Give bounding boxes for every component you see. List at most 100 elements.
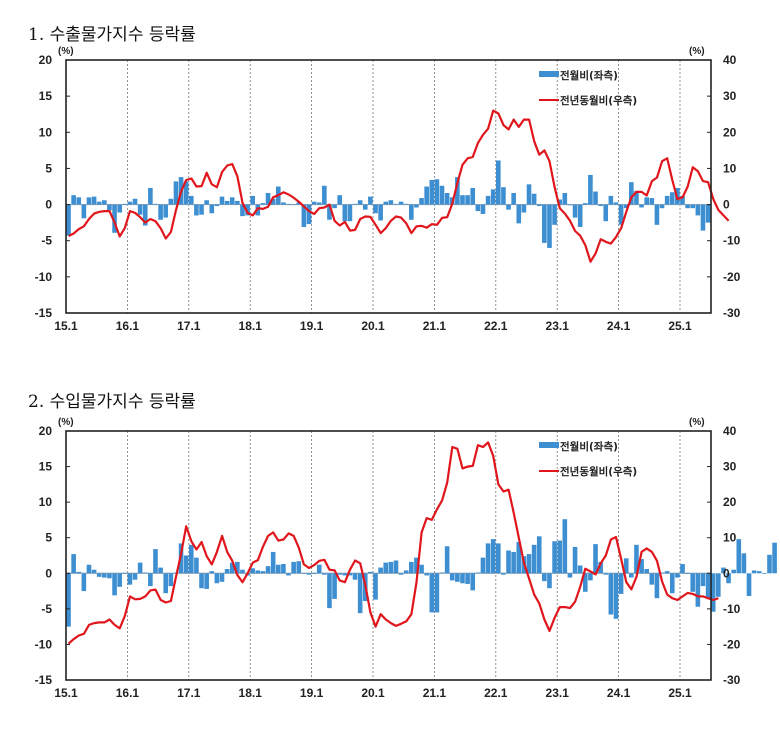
bar-mom	[659, 204, 665, 209]
legend-bar-swatch	[539, 442, 559, 448]
bar-mom	[322, 573, 327, 575]
legend-label-mom: 전월비(좌측)	[560, 69, 618, 82]
x-tick-label: 23.1	[546, 319, 570, 333]
bar-mom	[455, 177, 460, 205]
bar-mom	[654, 204, 660, 225]
bar-mom	[148, 573, 153, 587]
x-tick-label: 16.1	[116, 319, 140, 333]
bar-mom	[516, 204, 522, 224]
bar-mom	[112, 204, 117, 233]
bar-mom	[388, 200, 394, 205]
bar-mom	[316, 202, 322, 205]
bar-mom	[229, 197, 235, 205]
bar-mom	[265, 566, 271, 574]
x-tick-label: 18.1	[239, 319, 263, 333]
bar-mom	[685, 573, 690, 574]
bar-mom	[327, 204, 332, 220]
left-tick-label: 5	[45, 161, 52, 175]
bar-mom	[577, 204, 583, 227]
bar-mom	[552, 204, 557, 225]
bar-mom	[153, 203, 158, 205]
bar-mom	[240, 204, 245, 217]
bar-mom	[465, 573, 470, 584]
bar-mom	[219, 196, 225, 205]
bar-mom	[403, 203, 409, 205]
bar-mom	[368, 196, 373, 205]
right-tick-label: 10	[723, 161, 737, 175]
bar-mom	[189, 544, 194, 574]
legend-label-yoy: 전년동월비(우측)	[560, 94, 637, 107]
line-yoy	[67, 441, 719, 645]
bar-mom	[547, 573, 552, 589]
right-tick-label: -20	[723, 270, 741, 284]
bar-mom	[588, 174, 593, 205]
bar-mom	[490, 539, 496, 574]
bar-mom	[675, 573, 680, 578]
bar-mom	[562, 193, 568, 205]
bar-mom	[429, 573, 435, 613]
bar-mom	[322, 185, 327, 205]
bar-mom	[122, 573, 128, 574]
bar-mom	[357, 573, 363, 614]
bar-mom	[265, 193, 271, 205]
bar-mom	[142, 204, 148, 226]
bar-mom	[219, 573, 225, 582]
bar-mom	[567, 204, 573, 206]
bar-mom	[531, 544, 537, 574]
bar-mom	[71, 554, 76, 574]
bar-mom	[444, 546, 450, 574]
plot-frame	[65, 430, 712, 681]
bar-mom	[664, 195, 670, 205]
bar-mom	[378, 567, 383, 574]
bar-mom	[137, 562, 143, 574]
right-tick-label: 20	[723, 125, 737, 139]
left-tick-label: -15	[35, 673, 53, 687]
bar-mom	[536, 536, 542, 574]
bar-mom	[102, 200, 107, 205]
bar-mom	[480, 557, 486, 574]
bar-mom	[680, 195, 685, 205]
bar-mom	[567, 573, 573, 578]
x-tick-label: 18.1	[239, 686, 263, 700]
right-tick-label: 0	[723, 566, 730, 580]
right-tick-label: -10	[723, 234, 741, 248]
x-tick-label: 25.1	[668, 319, 692, 333]
bar-mom	[444, 193, 450, 205]
bar-mom	[194, 557, 199, 574]
bar-mom	[439, 572, 445, 574]
bar-mom	[71, 195, 76, 205]
bar-mom	[224, 569, 230, 574]
bar-mom	[531, 193, 537, 205]
bar-mom	[270, 198, 276, 205]
bar-mom	[623, 558, 629, 574]
bar-mom	[751, 570, 757, 574]
bar-mom	[142, 572, 148, 574]
bar-mom	[598, 204, 603, 207]
bar-mom	[756, 571, 762, 574]
bar-mom	[286, 203, 291, 205]
bar-mom	[429, 179, 435, 205]
bar-mom	[245, 204, 250, 216]
bar-mom	[168, 573, 174, 587]
bar-mom	[96, 201, 102, 205]
left-tick-label: -15	[35, 306, 53, 320]
x-tick-label: 24.1	[607, 686, 631, 700]
bar-mom	[526, 184, 532, 205]
bar-mom	[634, 190, 639, 205]
bar-mom	[449, 573, 455, 581]
bar-mom	[582, 203, 588, 205]
bar-mom	[183, 555, 189, 574]
bar-mom	[352, 573, 358, 580]
bar-mom	[281, 564, 286, 574]
bar-mom	[306, 573, 312, 575]
bar-mom	[623, 204, 629, 209]
bar-mom	[342, 204, 348, 222]
bar-mom	[710, 573, 716, 612]
bar-mom	[588, 573, 593, 581]
left-tick-label: -10	[35, 270, 53, 284]
left-tick-label: -5	[41, 602, 52, 616]
bar-mom	[557, 199, 563, 205]
left-tick-label: -10	[35, 637, 53, 651]
right-axis-unit: (%)	[689, 46, 705, 57]
bar-mom	[649, 198, 655, 205]
